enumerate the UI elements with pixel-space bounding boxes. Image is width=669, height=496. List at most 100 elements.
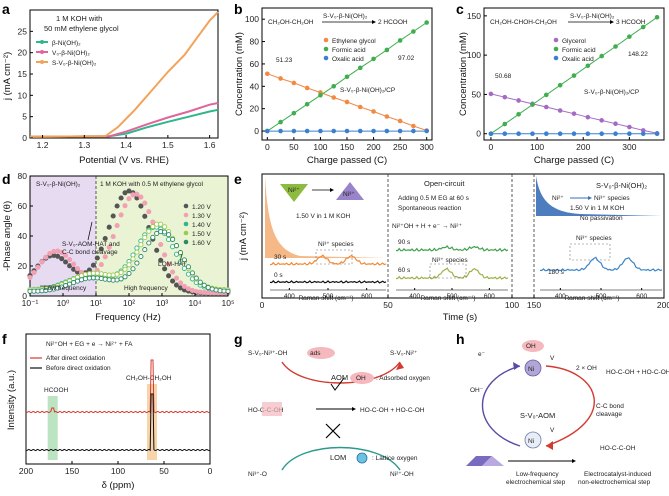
panel-d-ytick-label: 20 <box>18 261 28 271</box>
panel-b-point <box>304 85 310 91</box>
panel-f-xtick-label: 50 <box>159 466 169 476</box>
panel-d-point <box>126 188 132 194</box>
panel-a-legend-text-1: V₀-β-Ni(OH)₂ <box>52 50 90 57</box>
panel-e-seg1-arrowhead <box>330 188 334 192</box>
panel-f-xtick-label: 0 <box>208 466 213 476</box>
panel-f-xtick-label: 150 <box>65 466 79 476</box>
panel-e-seg2-line1: Adding 0.5 M EG at 60 s <box>398 195 470 202</box>
panel-c-point <box>544 92 549 98</box>
panel-a-ytick-label: 15 <box>18 69 28 79</box>
panel-e-raman-30s <box>270 254 387 266</box>
panel-f-xlabel: δ (ppm) <box>102 480 135 491</box>
panel-h-right-arrowhead <box>546 441 553 450</box>
panel-b-xtick-label: 100 <box>313 142 327 152</box>
panel-b-xtick-label: 200 <box>366 142 380 152</box>
panel-d-point <box>142 247 148 253</box>
panel-c-label: c <box>456 1 464 17</box>
panel-b-point <box>318 128 323 134</box>
panel-c-point <box>640 128 646 133</box>
panel-d-point <box>122 274 128 280</box>
panel-c-legend-text-1: Formic acid <box>562 47 596 54</box>
panel-c-ylabel: Concentration (mM) <box>458 32 469 116</box>
panel-b-point <box>411 123 416 129</box>
panel-d-point <box>181 283 187 289</box>
panel-b-point <box>424 128 429 134</box>
panel-e-xtick-label: 100 <box>505 300 519 310</box>
panel-b-point <box>265 128 270 134</box>
panel-d-high-label: High frequency <box>124 285 168 292</box>
panel-b-point <box>357 128 363 134</box>
panel-f-hcooh-label: HCOOH <box>44 387 69 394</box>
panel-g-check-icon <box>330 377 345 391</box>
panel-b-ytick-label: 40 <box>250 81 260 91</box>
panel-e-seg3-arrowhead <box>588 196 592 200</box>
panel-e-seg2-title: Open-circuit <box>424 179 465 188</box>
panel-d-xtick-label: 10⁴ <box>188 298 201 308</box>
panel-b-point <box>397 118 403 124</box>
panel-g-ads-legend: : Adsorbed oxygen <box>376 375 430 382</box>
panel-b-point <box>278 128 283 134</box>
panel-f-before-spectrum <box>25 393 211 452</box>
panel-d-point <box>193 288 199 295</box>
panel-b-xtick-label: 150 <box>340 142 354 152</box>
panel-d-point <box>138 242 144 248</box>
panel-e-xtick-label: 150 <box>527 300 541 310</box>
panel-e-seg3-decay <box>536 176 662 216</box>
panel-b-point <box>371 128 376 134</box>
panel-d-label: d <box>2 171 11 187</box>
panel-b-point <box>424 20 429 25</box>
panel-d-point <box>166 232 172 238</box>
panel-e-raman3-tick-label: 500 <box>596 293 607 300</box>
panel-f-hcooh-highlight <box>47 396 58 460</box>
panel-b-label: b <box>234 1 243 17</box>
panel-g-bot-left: Ni³⁺-O <box>248 471 267 478</box>
panel-e-seg3-title: S-V₀-β-Ni(OH)₂ <box>596 181 647 190</box>
panel-d-point <box>102 271 108 277</box>
panel-b-ann2: 97.02 <box>398 55 415 62</box>
panel-d-point <box>185 264 191 270</box>
panel-d-point <box>94 270 100 276</box>
panel-d-point <box>170 278 176 284</box>
panel-g-lat-legend: : Lattice oxygen <box>372 455 418 462</box>
panel-b-point <box>397 38 403 43</box>
panel-e-raman2-tick-label: 500 <box>447 293 458 300</box>
panel-h-left-arc <box>482 365 521 447</box>
panel-c-point <box>488 91 494 97</box>
panel-d-point <box>55 253 61 259</box>
panel-d-point <box>114 203 120 209</box>
panel-d-point <box>146 209 152 215</box>
panel-c-ytick-label: 0 <box>476 129 481 139</box>
panel-d-legend: 1.20 V 1.30 V 1.40 V 1.50 V 1.60 V <box>183 203 211 247</box>
panel-h-ohads-ellipse <box>522 340 544 352</box>
panel-e-seg3-box <box>569 243 611 261</box>
panel-b-series <box>265 20 429 134</box>
panel-e-tag-0: 0 s <box>274 272 283 279</box>
panel-d-point <box>181 257 187 263</box>
panel-d-point <box>110 213 116 219</box>
panel-d-point <box>134 260 140 266</box>
panel-b-legend-text-1: Formic acid <box>332 47 366 54</box>
panel-b-eq-arrowhead <box>372 20 376 24</box>
panel-c-ytick-label: 100 <box>467 50 481 60</box>
panel-d-point <box>102 254 108 260</box>
panel-d-point <box>166 273 172 279</box>
panel-d-point <box>90 262 96 268</box>
panel-d-point <box>134 191 140 197</box>
panel-c-ytick-label: 150 <box>467 11 481 21</box>
panel-b-point <box>278 76 283 81</box>
panel-b-point <box>331 128 337 134</box>
panel-c-point <box>516 131 521 137</box>
panel-d-ann2-arrow <box>179 253 183 263</box>
panel-c-xtick-label: 0 <box>489 142 494 152</box>
panel-b: b CH₂OH-CH₂OH S-V₀-β-Ni(OH)₂ 2 HCOOH S-V… <box>234 1 434 166</box>
panel-e-raman2-tick-label: 600 <box>484 293 495 300</box>
panel-e-seg3-text1: 1.50 V in 1 M KOH <box>570 205 624 212</box>
panel-a-series-1 <box>29 102 219 138</box>
panel-b-point <box>331 84 337 89</box>
panel-d-xtick-label: 10⁰ <box>57 298 70 308</box>
panel-f-ylabel: Intensity (a.u.) <box>6 370 17 430</box>
panel-d-point <box>134 245 140 251</box>
panel-a-legend-text-2: S-V₀-β-Ni(OH)₂ <box>52 60 97 67</box>
panel-d-legend-marker-3 <box>183 230 189 236</box>
panel-d-point <box>130 266 136 272</box>
